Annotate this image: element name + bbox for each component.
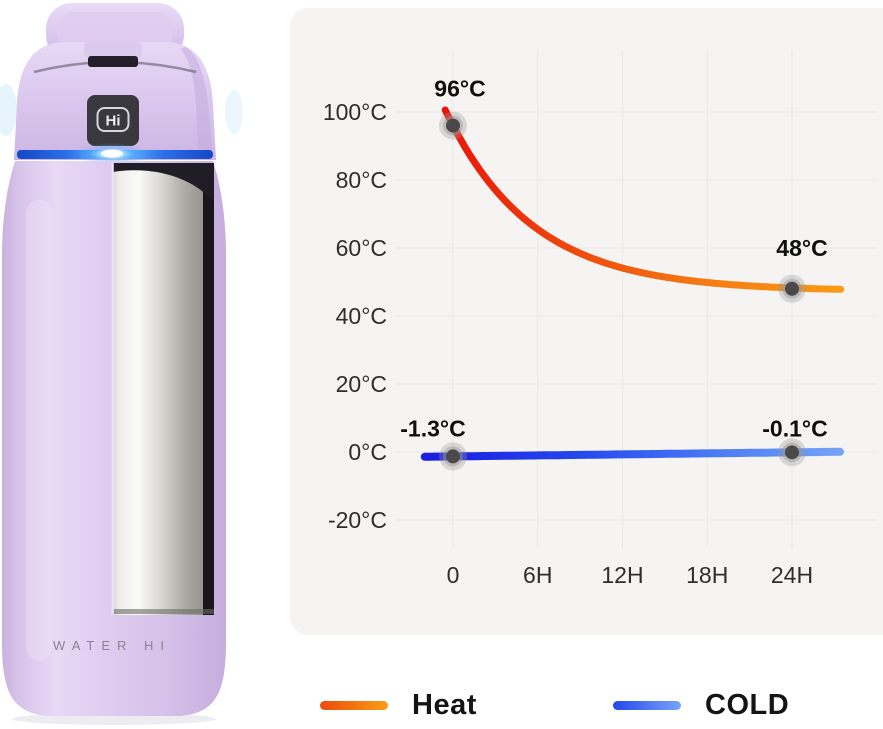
heat-line-swatch [320,700,388,710]
legend-label-cold: COLD [705,688,790,721]
x-axis-label: 24H [771,562,813,588]
chart-panel: 100°C 80°C 60°C 40°C 20°C 0°C -20°C 0 6H 12H 18H 24… [290,8,883,635]
data-point-label: 48°C [776,235,827,261]
product-image: Hi WATER HI [0,0,290,729]
hi-logo-outline [96,107,130,132]
y-axis-label: 60°C [336,235,387,261]
data-point [785,281,799,296]
water-bottle-illustration: Hi WATER HI [0,3,243,725]
data-point-label: -1.3°C [400,415,465,441]
x-axis-label: 0 [447,562,460,588]
temperature-chart: 100°C 80°C 60°C 40°C 20°C 0°C -20°C 0 6H 12H 18H 24… [323,50,878,588]
brand-text: WATER HI [53,638,171,653]
data-point [446,118,460,133]
data-point-label: 96°C [434,76,485,102]
y-axis-label: -20°C [328,507,387,533]
cutaway-bottom-edge [113,609,214,614]
legend-item-cold: COLD [613,684,789,726]
cold-line-swatch [613,700,681,710]
data-point [446,449,460,464]
data-point-label: -0.1°C [762,415,827,441]
ambient-glow-left [0,84,17,136]
legend-item-heat: Heat [320,684,477,726]
y-axis-label: 80°C [336,167,387,193]
inner-wall [203,163,214,615]
led-ring [17,143,213,165]
body-highlight [26,200,52,660]
y-axis-label: 100°C [323,99,387,125]
y-axis-label: 0°C [348,439,387,465]
smart-display: Hi [87,95,139,146]
y-axis-label: 20°C [336,371,387,397]
lid-slot [88,56,138,67]
screen-label: Hi [106,113,121,130]
cutaway-top-shadow [113,163,214,202]
ambient-glow-right [225,90,243,134]
y-axis-label: 40°C [336,303,387,329]
x-axis-label: 6H [523,562,552,588]
steel-cutaway [111,163,214,615]
legend-label-heat: Heat [412,688,477,721]
x-axis-label: 12H [601,562,643,588]
chart-legend: Heat COLD [290,684,883,726]
x-axis-label: 18H [686,562,728,588]
data-point [785,445,799,460]
lid-latch [84,42,142,58]
series-line-heat [441,106,845,293]
cutaway-seam [111,163,114,615]
series-line-cold [420,447,844,461]
